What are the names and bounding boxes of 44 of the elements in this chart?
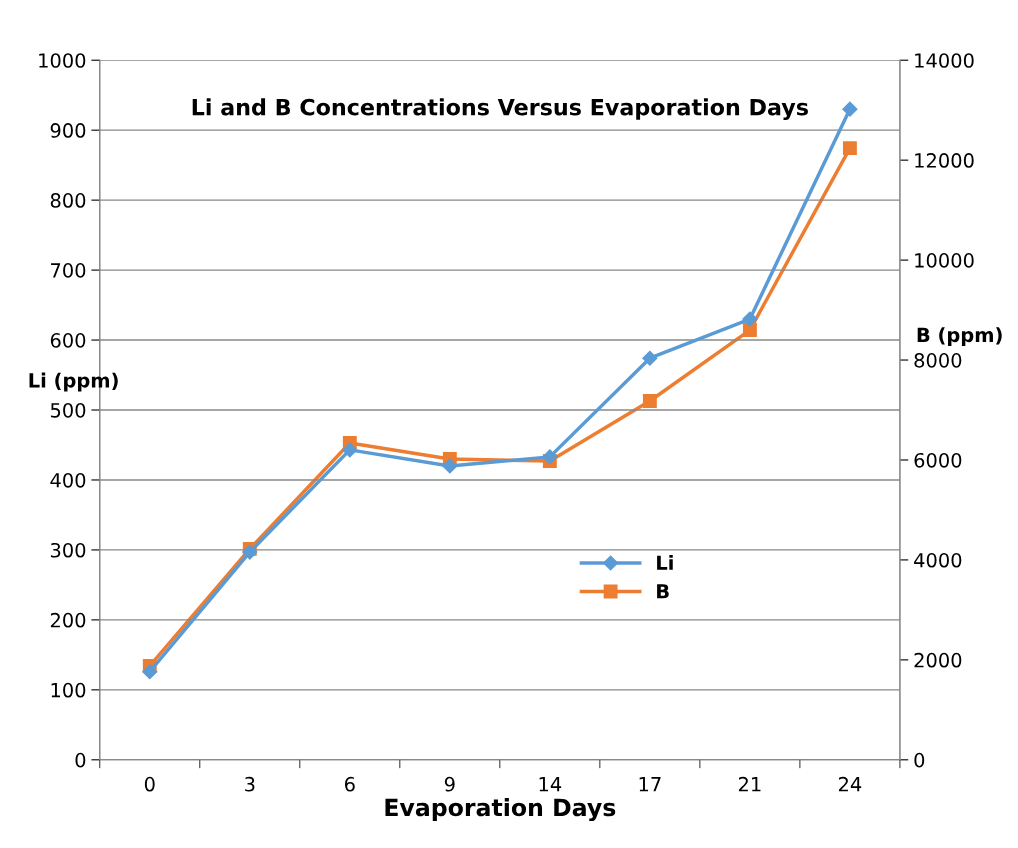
point <box>842 141 857 156</box>
y2-tick-label: 8000 <box>914 352 962 368</box>
x-tick-label: 14 <box>539 777 562 792</box>
x-tick-label: 17 <box>639 777 661 792</box>
y2-axis-title: B (ppm) <box>917 327 1002 346</box>
x-tick-label: 24 <box>838 776 862 792</box>
y2-tick-label: 12000 <box>915 153 974 168</box>
point <box>642 350 658 366</box>
legend-label: B <box>657 584 669 599</box>
y2-tick-label: 4000 <box>914 552 962 568</box>
point <box>442 458 458 474</box>
y-tick-label: 100 <box>51 682 86 698</box>
point <box>342 442 358 458</box>
legend-label: Li <box>657 555 673 570</box>
point <box>642 394 657 408</box>
y2-tick-label: 2000 <box>914 652 962 668</box>
y-tick-label: 900 <box>50 123 86 138</box>
point <box>142 664 158 680</box>
x-tick-label: 0 <box>144 776 155 792</box>
y-tick-label: 700 <box>51 263 86 278</box>
point <box>242 544 258 560</box>
point <box>842 101 858 117</box>
y-tick-label: 200 <box>50 612 86 628</box>
y2-tick-label: 14000 <box>915 53 974 68</box>
y-tick-label: 1000 <box>39 53 86 68</box>
x-tick-label: 3 <box>245 776 255 792</box>
point <box>742 323 757 337</box>
y-tick-label: 800 <box>50 193 86 208</box>
y2-tick-label: 10000 <box>915 253 974 268</box>
x-tick-label: 6 <box>344 776 355 792</box>
y-tick-label: 0 <box>75 752 86 768</box>
text: Li and B Concentrations Versus Evaporation Days <box>192 98 808 121</box>
point <box>542 449 558 465</box>
x-axis-title: Evaporation Days <box>385 798 616 822</box>
x-tick-label: 21 <box>738 776 761 792</box>
y2-tick-label: 0 <box>914 752 925 768</box>
y-tick-label: 400 <box>50 472 86 488</box>
x-tick-label: 9 <box>444 776 455 792</box>
y-tick-label: 500 <box>50 402 86 418</box>
y-tick-label: 300 <box>50 542 86 558</box>
point <box>742 311 758 327</box>
y-axis-title: Li (ppm) <box>29 372 118 392</box>
y2-tick-label: 6000 <box>914 452 962 468</box>
y-tick-label: 600 <box>50 333 86 348</box>
